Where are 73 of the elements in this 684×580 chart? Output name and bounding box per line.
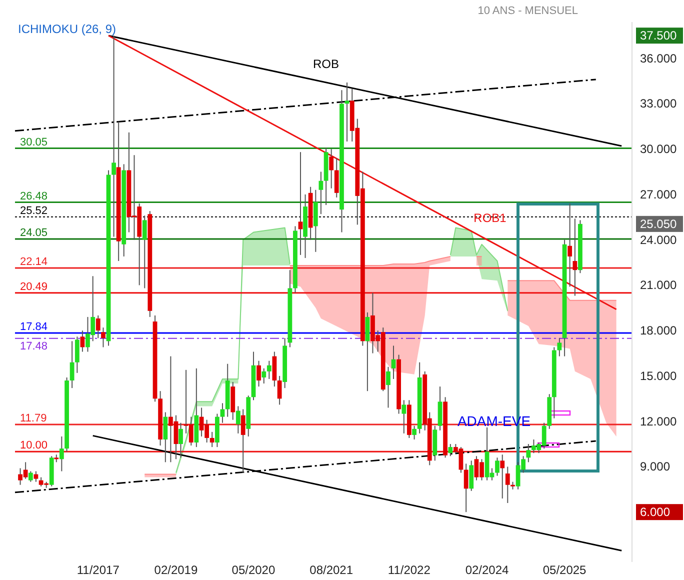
candlestick [557,338,562,357]
candlestick [402,400,406,434]
ref-line-label: 25.52 [20,204,48,217]
candlestick [112,35,116,238]
candlestick [495,457,500,476]
candlestick [318,171,324,215]
y-tick-label: 18.000 [640,324,678,338]
candlestick [505,466,510,504]
y-tick-label: 36.000 [640,51,678,66]
candlestick [500,454,505,499]
candlestick [142,215,147,289]
candlestick [266,360,272,380]
ref-line-label: 20.49 [20,280,48,293]
x-tick-label: 11/2017 [76,563,120,577]
candlestick [210,431,214,448]
candlestick [220,402,225,424]
candlestick [334,158,339,198]
candlestick [256,360,261,388]
candlestick [236,406,240,434]
ref-line-label: 26.48 [20,190,48,202]
candlestick [391,345,396,380]
ref-line-label: 30.05 [20,136,48,148]
candlestick [464,463,468,513]
candlestick [572,218,578,296]
y-tick-label: 9.000 [640,460,670,474]
x-tick-label: 08/2021 [310,563,354,577]
ref-line-label: 24.05 [20,227,48,240]
candlestick [70,340,74,389]
y-tick-label: 21.000 [640,278,678,292]
x-tick-label: 11/2022 [388,563,431,577]
candlestick [34,470,38,482]
candlestick [568,203,572,288]
ref-line-label: 22.14 [20,256,48,268]
ref-line-label: 10.00 [20,440,48,452]
candlestick [96,314,100,339]
annotation: ROB1 [474,211,507,225]
candlestick [526,444,531,463]
y-tick-label: 25.050 [640,216,678,231]
candlestick [329,148,334,189]
y-tick-label: 6.000 [640,505,670,520]
candlestick [74,336,80,374]
candlestick [59,436,64,472]
y-tick-label: 37.500 [640,28,678,43]
candlestick [448,444,453,457]
annotation: ROB [312,57,340,71]
y-tick-label: 15.000 [640,368,678,383]
ref-line-label: 17.84 [20,320,48,333]
candlestick [178,422,183,458]
candlestick [298,152,303,256]
ref-line-label: 11.79 [20,412,47,425]
candlestick [344,82,350,142]
candlestick [262,368,266,384]
candlestick [28,470,33,482]
candlestick [386,366,390,408]
y-tick-label: 24.000 [640,232,678,247]
candlestick [101,327,106,348]
y-tick-label: 27.000 [640,187,678,202]
y-tick-label: 33.000 [640,96,678,111]
ref-line-label: 17.48 [20,340,48,352]
candlestick [240,408,246,474]
annotation: ICHIMOKU (26, 9) [18,22,116,36]
candlestick [277,375,282,406]
y-tick-label: 30.000 [640,142,678,156]
x-tick-label: 02/2019 [154,563,198,577]
candlestick [163,412,168,463]
y-tick-label: 12.000 [640,414,678,428]
chart-title: 10 ANS - MENSUEL [478,5,578,17]
candlestick [80,330,85,352]
x-tick-label: 05/2025 [542,563,587,577]
x-tick-label: 02/2024 [465,563,510,577]
x-tick-label: 05/2020 [232,563,276,577]
candlestick [412,425,416,440]
candlestick [469,460,474,492]
